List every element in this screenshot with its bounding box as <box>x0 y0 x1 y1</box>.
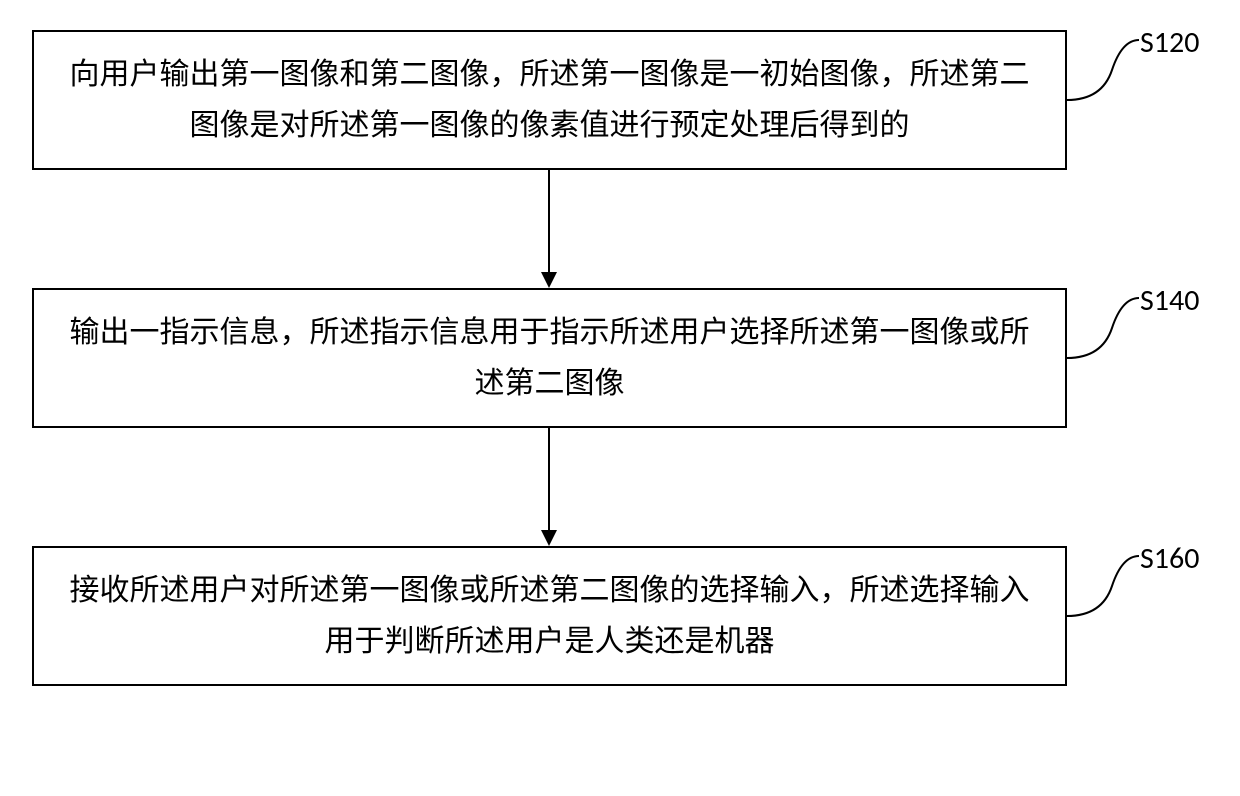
flow-step-3: 接收所述用户对所述第一图像或所述第二图像的选择输入，所述选择输入用于判断所述用户… <box>32 546 1067 686</box>
flow-step-2: 输出一指示信息，所述指示信息用于指示所述用户选择所述第一图像或所述第二图像 <box>32 288 1067 428</box>
arrow-1to2 <box>529 170 569 288</box>
arrow-2to3 <box>529 428 569 546</box>
flow-step-1-label: S120 <box>1140 24 1199 61</box>
flow-step-1: 向用户输出第一图像和第二图像，所述第一图像是一初始图像，所述第二图像是对所述第一… <box>32 30 1067 170</box>
flow-step-2-label: S140 <box>1140 282 1199 319</box>
flow-step-3-label: S160 <box>1140 540 1199 577</box>
flow-step-2-text: 输出一指示信息，所述指示信息用于指示所述用户选择所述第一图像或所述第二图像 <box>58 307 1041 409</box>
label-connector-2 <box>1067 288 1147 368</box>
flow-step-3-text: 接收所述用户对所述第一图像或所述第二图像的选择输入，所述选择输入用于判断所述用户… <box>58 565 1041 667</box>
flow-step-1-text: 向用户输出第一图像和第二图像，所述第一图像是一初始图像，所述第二图像是对所述第一… <box>58 49 1041 151</box>
label-connector-1 <box>1067 30 1147 110</box>
label-connector-3 <box>1067 546 1147 626</box>
